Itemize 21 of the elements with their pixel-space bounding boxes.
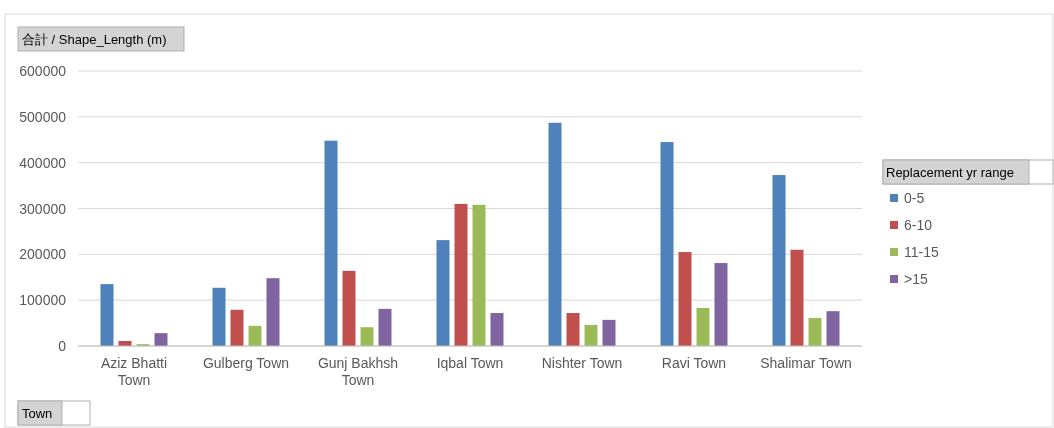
x-axis-title: Town	[22, 406, 53, 421]
y-tick-label: 500000	[19, 108, 67, 125]
legend-label: 6-10	[904, 217, 933, 233]
y-axis-title: 合計 / Shape_Length (m)	[22, 32, 167, 47]
x-tick-label: Gulberg Town	[202, 355, 290, 371]
y-tick-label: 400000	[19, 154, 67, 171]
x-tick-label: Aziz Bhatti Town	[100, 355, 168, 388]
y-tick-label: 200000	[19, 246, 67, 263]
x-tick-label: Iqbal Town	[436, 355, 504, 371]
y-tick-label: 100000	[19, 292, 67, 309]
x-tick-label: Nishter Town	[541, 355, 623, 371]
x-tick-label: Ravi Town	[661, 355, 727, 371]
legend-label: 0-5	[904, 190, 925, 206]
legend-label: 11-15	[904, 244, 939, 260]
legend-label: >15	[904, 271, 928, 287]
y-tick-label: 600000	[19, 63, 67, 79]
x-tick-label: Gunj Bakhsh Town	[317, 355, 399, 388]
y-tick-label: 0	[58, 338, 67, 354]
y-tick-label: 300000	[19, 200, 67, 217]
legend-title: Replacement yr range	[886, 165, 1014, 180]
x-tick-label: Shalimar Town	[760, 355, 852, 371]
